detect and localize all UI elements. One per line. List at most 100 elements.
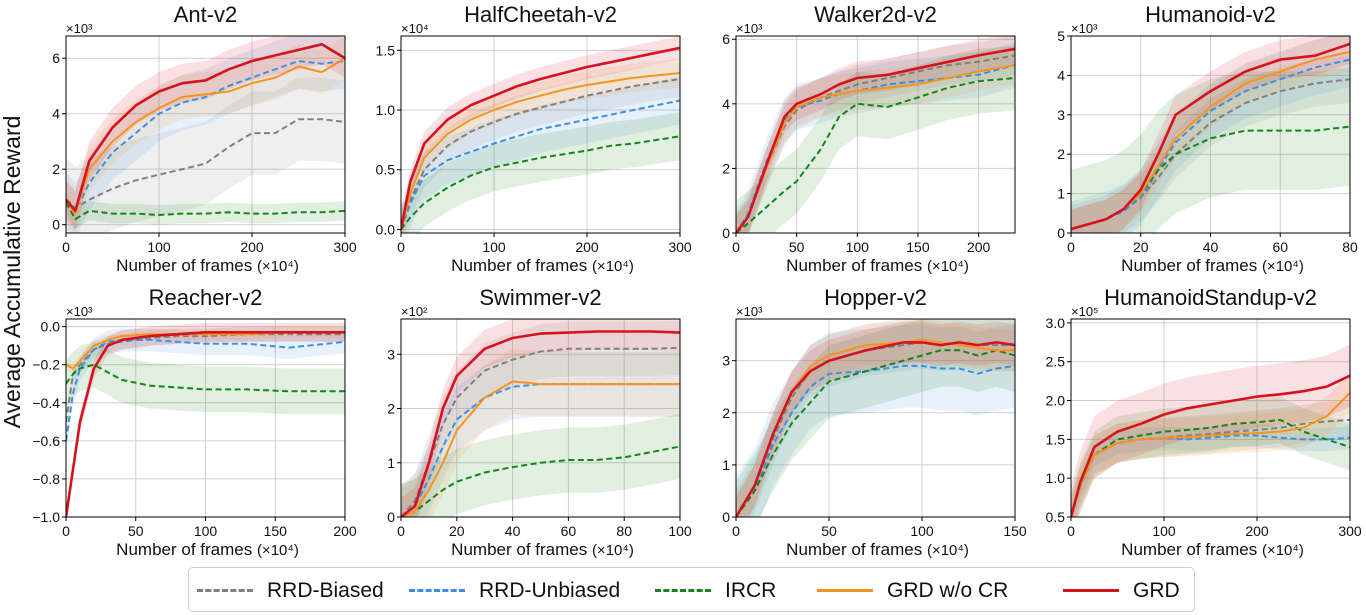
line-grd	[736, 341, 1015, 517]
legend: RRD-Biased RRD-Unbiased IRCR GRD w/o CR GRD	[188, 567, 1195, 612]
y-tick-label: 2	[722, 160, 730, 176]
band-ircr	[401, 413, 680, 517]
y-tick-label: −0.2	[32, 357, 60, 373]
axes-frame	[735, 318, 1016, 518]
panel-swimmer-v2: 0 20 40 60 80 100 0 1 2 3 ×10² Swimmer-v2 Number of …	[387, 285, 692, 559]
x-tick-label: 200	[575, 239, 599, 255]
x-tick-label: 0	[62, 239, 70, 255]
x-axis-label: Number of frames (×10⁴)	[451, 540, 634, 559]
band-rrd-unbiased	[66, 36, 345, 233]
legend-swatch	[817, 589, 873, 592]
x-tick-label: 0	[732, 523, 740, 539]
panel-title: Reacher-v2	[149, 285, 263, 310]
band-rrd-biased	[401, 61, 680, 233]
panel-ant-v2: 0 100 200 300 0 2 4 6 ×10³ Ant-v2 Number of frames…	[52, 2, 357, 275]
y-tick-label: −0.8	[32, 471, 60, 487]
y-tick-label: 1.0	[1046, 470, 1066, 486]
axes-frame	[1070, 318, 1351, 518]
line-grd-w-o-cr	[66, 57, 345, 215]
band-grd-w-o-cr	[736, 45, 1015, 233]
band-ircr	[736, 45, 1015, 233]
legend-item-grd-w-o-cr: GRD w/o CR	[817, 568, 1008, 613]
y-tick-label: 0	[52, 217, 60, 233]
panel-title: HumanoidStandup-v2	[1104, 285, 1317, 310]
y-tick-label: 6	[722, 31, 730, 47]
legend-item-grd: GRD	[1063, 568, 1180, 613]
axis-multiplier: ×10³	[736, 21, 763, 36]
figure-ylabel: Average Accumulative Reward	[0, 116, 25, 429]
panel-walker2d-v2: 0 50 100 150 200 0 2 4 6 ×10³ Walker2d-v2 Number of…	[722, 2, 1016, 275]
line-rrd-biased	[401, 78, 680, 230]
band-rrd-biased	[66, 326, 345, 430]
band-grd	[401, 36, 680, 233]
band-ircr	[1071, 396, 1350, 517]
band-rrd-unbiased	[736, 42, 1015, 233]
band-ircr	[401, 112, 680, 233]
plot-area	[736, 36, 1015, 233]
x-tick-label: 40	[505, 523, 521, 539]
panel-title: Walker2d-v2	[814, 2, 937, 27]
y-tick-label: 3	[1057, 107, 1065, 123]
plot-area	[66, 36, 345, 233]
y-tick-label: 1	[387, 455, 395, 471]
legend-swatch	[1063, 589, 1119, 592]
x-tick-label: 80	[1342, 239, 1358, 255]
y-tick-label: 0.0	[376, 221, 396, 237]
x-axis-label: Number of frames (×10⁴)	[1121, 256, 1304, 275]
x-tick-label: 0	[1067, 239, 1075, 255]
x-tick-label: 60	[561, 523, 577, 539]
legend-item-rrd-unbiased: RRD-Unbiased	[409, 568, 620, 613]
band-grd-w-o-cr	[1071, 373, 1350, 517]
legend-label: IRCR	[725, 578, 777, 602]
line-ircr	[736, 349, 1015, 517]
x-tick-label: 100	[1152, 523, 1176, 539]
x-tick-label: 100	[910, 523, 934, 539]
x-tick-label: 100	[846, 239, 870, 255]
line-grd	[1071, 374, 1350, 517]
y-tick-label: 4	[722, 96, 730, 112]
plot-area	[401, 319, 680, 517]
plot-area	[401, 36, 680, 233]
panel-title: Swimmer-v2	[479, 285, 601, 310]
y-tick-label: 2.0	[1046, 393, 1066, 409]
x-tick-label: 200	[333, 523, 357, 539]
legend-item-ircr: IRCR	[655, 568, 776, 613]
y-tick-label: 1	[1057, 186, 1065, 202]
y-tick-label: 1.5	[376, 42, 396, 58]
x-tick-label: 50	[821, 523, 837, 539]
y-tick-label: 3	[387, 346, 395, 362]
panel-title: Ant-v2	[174, 2, 238, 27]
y-tick-label: 1	[722, 457, 730, 473]
line-ircr	[736, 77, 1015, 233]
line-grd-w-o-cr	[401, 380, 680, 517]
band-rrd-unbiased	[401, 351, 680, 517]
y-tick-label: 0	[1057, 225, 1065, 241]
y-tick-label: 0.5	[376, 162, 396, 178]
legend-item-rrd-biased: RRD-Biased	[197, 568, 384, 613]
band-ircr	[66, 192, 345, 229]
axis-multiplier: ×10³	[66, 21, 93, 36]
line-ircr	[66, 202, 345, 221]
band-grd-w-o-cr	[66, 36, 345, 233]
axes-frame	[65, 35, 346, 234]
line-rrd-unbiased	[401, 383, 680, 517]
x-tick-label: 100	[482, 239, 506, 255]
y-tick-label: 1.0	[376, 102, 396, 118]
band-grd-w-o-cr	[1071, 36, 1350, 233]
band-grd	[736, 36, 1015, 233]
x-tick-label: 0	[62, 523, 70, 539]
y-tick-label: −0.4	[32, 395, 60, 411]
x-axis-label: Number of frames (×10⁴)	[786, 256, 969, 275]
y-tick-label: 0	[722, 509, 730, 525]
x-tick-label: 150	[906, 239, 930, 255]
panel-humanoid-v2: 0 20 40 60 80 0 1 2 3 4 5 ×10³ Humanoid-v2 Number of …	[1057, 2, 1358, 275]
panel-title: Humanoid-v2	[1145, 2, 1276, 27]
line-ircr	[401, 445, 680, 517]
x-tick-label: 20	[449, 523, 465, 539]
axis-multiplier: ×10²	[401, 304, 428, 319]
y-tick-label: 5	[1057, 28, 1065, 44]
x-tick-label: 300	[1338, 523, 1362, 539]
x-tick-label: 0	[732, 239, 740, 255]
legend-label: GRD w/o CR	[887, 578, 1009, 602]
panel-humanoidstandup-v2: 0 100 200 300 0.5 1.0 1.5 2.0 2.5 3.0 ×10⁵ Humanoid…	[1046, 285, 1362, 559]
